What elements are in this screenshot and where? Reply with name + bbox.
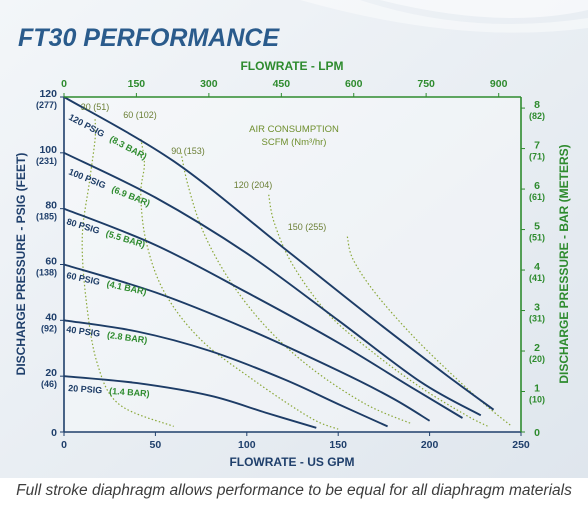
bar-tick-meters-label: (51) — [529, 233, 545, 243]
y-tick-label: 60 — [45, 256, 57, 268]
air-consumption-title: AIR CONSUMPTION — [249, 124, 339, 135]
y-tick-label: 40 — [45, 311, 57, 323]
pressure-curve-label: 20 PSIG (1.4 BAR) — [68, 383, 150, 399]
pressure-curves — [63, 96, 495, 429]
air-consumption-curve — [140, 138, 339, 430]
bar-tick-label: 6 — [534, 180, 540, 192]
chart-title: FT30 PERFORMANCE — [18, 24, 280, 52]
pressure-curve — [63, 207, 463, 419]
caption: Full stroke diaphragm allows performance… — [16, 482, 572, 499]
air-consumption-curve — [346, 236, 513, 427]
bar-tick-meters-label: (31) — [529, 314, 545, 324]
bar-tick-meters-label: (82) — [529, 111, 545, 121]
y-tick-feet-label: (185) — [36, 212, 57, 222]
air-consumption-label: 120 (204) — [234, 180, 273, 190]
air-consumption-unit: SCFM (Nm³/hr) — [262, 137, 327, 148]
bar-tick-meters-label: (20) — [529, 354, 545, 364]
air-consumption-label: 30 (51) — [81, 102, 110, 112]
pressure-curve — [63, 96, 495, 411]
bar-tick-meters-label: (61) — [529, 192, 545, 202]
x-axis-title: FLOWRATE - US GPM — [229, 455, 354, 469]
y-tick-feet-label: (46) — [41, 379, 57, 389]
x-tick-label: 50 — [150, 439, 162, 451]
bar-tick-label: 2 — [534, 342, 540, 354]
bar-tick-meters-label: (10) — [529, 395, 545, 405]
pressure-curve — [63, 319, 388, 428]
decorative-swoosh — [300, 0, 588, 33]
y-tick-label: 120 — [39, 88, 57, 100]
y-tick-feet-label: (231) — [36, 156, 57, 166]
chart-background — [0, 0, 588, 478]
x-tick-label: 150 — [329, 439, 347, 451]
pressure-curve — [63, 263, 431, 422]
pressure-curve — [63, 375, 317, 429]
bar-tick-meters-label: (71) — [529, 152, 545, 162]
y-tick-label: 100 — [39, 144, 57, 156]
y-tick-label: 0 — [51, 427, 57, 439]
air-consumption-label: 60 (102) — [123, 110, 157, 120]
top-tick-label: 150 — [128, 78, 146, 90]
pressure-label-psig: 20 PSIG — [68, 383, 103, 395]
right-axis-title: DISCHARGE PRESSURE - BAR (METERS) — [557, 144, 571, 383]
top-tick-label: 450 — [273, 78, 291, 90]
top-tick-label: 0 — [61, 78, 67, 90]
bar-tick-meters-label: (41) — [529, 273, 545, 283]
y-tick-label: 20 — [45, 367, 57, 379]
x-tick-label: 250 — [512, 439, 530, 451]
bar-tick-label: 5 — [534, 221, 540, 233]
top-axis-title: FLOWRATE - LPM — [240, 59, 343, 73]
bar-tick-label: 0 — [534, 427, 540, 439]
air-consumption-curve — [268, 194, 489, 427]
pressure-label-bar: (1.4 BAR) — [109, 386, 150, 399]
top-tick-label: 750 — [417, 78, 435, 90]
y-tick-feet-label: (138) — [36, 268, 57, 278]
bar-tick-label: 3 — [534, 302, 540, 314]
x-tick-label: 0 — [61, 439, 67, 451]
x-tick-label: 100 — [238, 439, 256, 451]
top-tick-label: 900 — [490, 78, 508, 90]
top-tick-label: 300 — [200, 78, 218, 90]
y-tick-feet-label: (92) — [41, 323, 57, 333]
pressure-curve — [63, 151, 482, 417]
left-axis-title: DISCHARGE PRESSURE - PSIG (FEET) — [14, 153, 28, 376]
y-tick-feet-label: (277) — [36, 100, 57, 110]
bar-tick-label: 8 — [534, 99, 540, 111]
bar-tick-label: 7 — [534, 140, 540, 152]
x-tick-label: 200 — [421, 439, 439, 451]
top-tick-label: 600 — [345, 78, 363, 90]
y-tick-label: 80 — [45, 200, 57, 212]
air-consumption-label: 90 (153) — [171, 146, 205, 156]
air-consumption-label: 150 (255) — [288, 222, 327, 232]
bar-tick-label: 4 — [534, 261, 540, 273]
bar-tick-label: 1 — [534, 383, 540, 395]
pressure-label-psig: 40 PSIG — [66, 324, 101, 339]
